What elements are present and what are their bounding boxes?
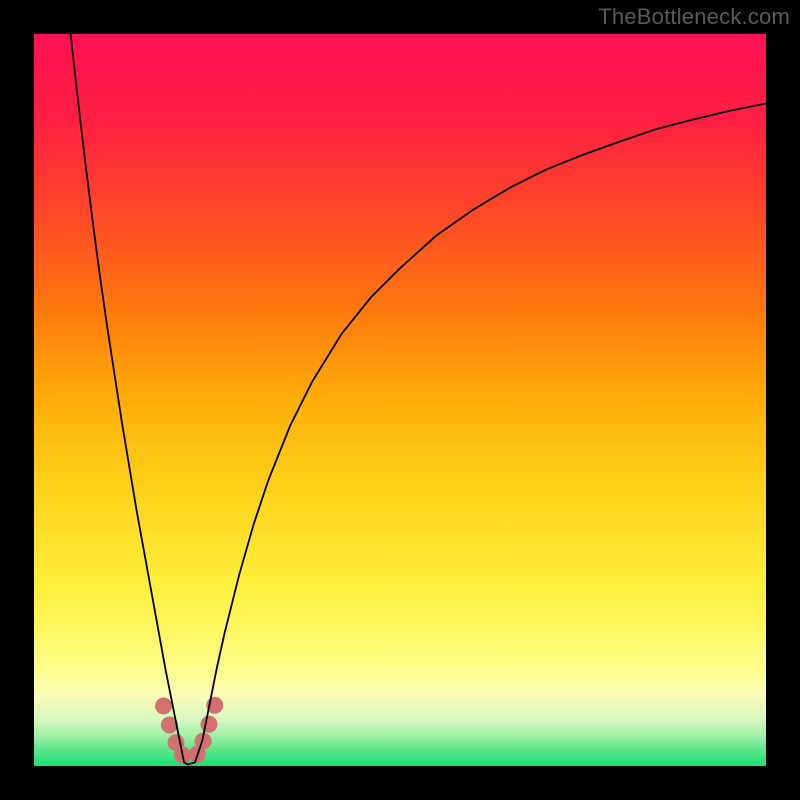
curve-marker: [200, 716, 217, 733]
gradient-background: [34, 34, 766, 766]
watermark-text: TheBottleneck.com: [598, 4, 790, 30]
curve-marker: [155, 697, 172, 714]
bottleneck-curve-chart: [34, 34, 766, 766]
plot-area: [34, 34, 766, 766]
chart-container: TheBottleneck.com: [0, 0, 800, 800]
